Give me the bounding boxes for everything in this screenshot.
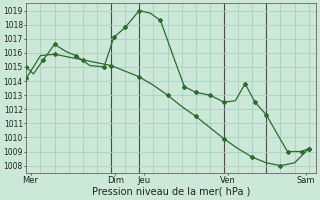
X-axis label: Pression niveau de la mer( hPa ): Pression niveau de la mer( hPa ) [92, 187, 250, 197]
